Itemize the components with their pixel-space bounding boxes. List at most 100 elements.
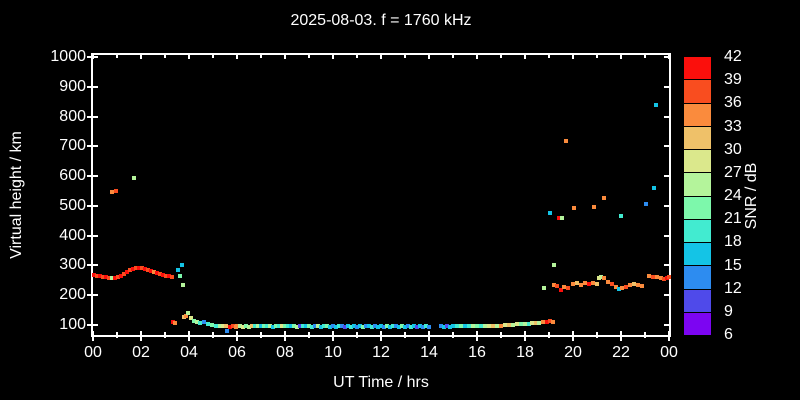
data-point bbox=[467, 324, 472, 329]
x-minor-tick-inner bbox=[644, 332, 646, 335]
data-point bbox=[256, 324, 261, 329]
data-point bbox=[610, 281, 615, 286]
data-point bbox=[280, 324, 285, 329]
y-tick-label: 900 bbox=[59, 77, 86, 95]
y-major-tick-inner bbox=[93, 264, 98, 266]
y-major-tick-inner bbox=[93, 86, 98, 88]
colorbar-tick-label: 33 bbox=[724, 117, 742, 135]
data-point bbox=[167, 274, 172, 279]
data-point bbox=[590, 281, 595, 285]
x-tick-label: 18 bbox=[516, 344, 534, 361]
x-minor-tick bbox=[164, 335, 166, 338]
y-major-tick-right bbox=[664, 205, 669, 207]
data-point bbox=[652, 186, 657, 191]
colorbar-segment bbox=[684, 80, 711, 103]
x-tick-label: 00 bbox=[660, 344, 678, 361]
x-major-tick-inner bbox=[380, 331, 382, 335]
y-major-tick-inner bbox=[93, 175, 98, 177]
data-point bbox=[661, 277, 666, 282]
colorbar-segment bbox=[684, 243, 711, 266]
x-major-tick-inner bbox=[92, 331, 94, 335]
data-point bbox=[268, 324, 273, 329]
y-tick-label: 700 bbox=[59, 137, 86, 155]
data-point bbox=[557, 216, 562, 221]
colorbar-segment bbox=[684, 150, 711, 173]
x-major-tick-top bbox=[476, 55, 478, 59]
data-point bbox=[592, 205, 597, 210]
data-point bbox=[262, 323, 267, 328]
data-point bbox=[325, 324, 329, 329]
data-point bbox=[328, 324, 333, 329]
x-major-tick bbox=[92, 335, 94, 341]
colorbar-segment bbox=[684, 266, 711, 289]
data-point bbox=[271, 325, 275, 330]
x-major-tick bbox=[236, 335, 238, 341]
y-major-tick bbox=[87, 294, 93, 296]
data-point bbox=[310, 325, 315, 330]
colorbar-tick-label: 18 bbox=[724, 233, 742, 251]
x-major-tick bbox=[380, 335, 382, 341]
data-point bbox=[403, 324, 407, 329]
x-major-tick bbox=[572, 335, 574, 341]
data-point bbox=[494, 323, 499, 328]
data-point bbox=[636, 283, 641, 288]
data-point bbox=[583, 281, 587, 285]
data-point bbox=[596, 275, 601, 280]
data-point bbox=[370, 325, 375, 330]
y-major-tick-right bbox=[664, 56, 669, 58]
data-point bbox=[455, 324, 460, 329]
data-point bbox=[482, 324, 487, 329]
data-point bbox=[103, 275, 108, 280]
x-minor-tick bbox=[260, 335, 262, 338]
data-point bbox=[518, 322, 523, 327]
y-major-tick-inner bbox=[93, 145, 98, 147]
data-point bbox=[247, 324, 251, 329]
colorbar-tick-label: 30 bbox=[724, 140, 742, 158]
data-point bbox=[379, 324, 383, 329]
data-point bbox=[91, 272, 96, 277]
data-point bbox=[186, 311, 191, 316]
data-point bbox=[619, 214, 623, 218]
data-point bbox=[184, 313, 189, 318]
data-point bbox=[515, 322, 520, 327]
x-major-tick-top bbox=[620, 55, 622, 59]
x-minor-tick-inner bbox=[116, 332, 118, 335]
y-major-tick-inner bbox=[93, 205, 98, 207]
data-point bbox=[151, 269, 156, 274]
data-point bbox=[445, 324, 449, 329]
y-major-tick-right bbox=[664, 235, 669, 237]
x-minor-tick-inner bbox=[452, 332, 454, 335]
colorbar-segment bbox=[684, 196, 711, 219]
data-point bbox=[601, 195, 606, 200]
data-point bbox=[564, 138, 569, 143]
x-minor-tick-inner bbox=[548, 332, 550, 335]
y-tick-label: 100 bbox=[59, 316, 86, 333]
y-axis-label: Virtual height / km bbox=[8, 131, 25, 259]
data-point bbox=[289, 323, 293, 328]
x-minor-tick-top bbox=[404, 55, 406, 58]
data-point bbox=[565, 286, 570, 291]
data-point bbox=[421, 324, 425, 329]
y-major-tick-inner bbox=[93, 56, 98, 58]
colorbar-tick-label: 15 bbox=[724, 256, 742, 274]
data-point bbox=[181, 314, 186, 319]
x-tick-label: 08 bbox=[276, 344, 294, 361]
colorbar-tick-label: 12 bbox=[724, 279, 742, 297]
x-axis-label: UT Time / hrs bbox=[333, 374, 429, 391]
x-minor-tick-inner bbox=[404, 332, 406, 335]
data-point bbox=[511, 322, 515, 327]
y-major-tick-right bbox=[664, 294, 669, 296]
x-minor-tick bbox=[500, 335, 502, 338]
data-point bbox=[358, 324, 363, 329]
data-point bbox=[343, 324, 347, 329]
data-point bbox=[133, 266, 138, 271]
data-point bbox=[223, 324, 228, 329]
data-point bbox=[295, 325, 299, 330]
data-point bbox=[439, 324, 443, 329]
data-point bbox=[224, 328, 229, 333]
data-point bbox=[337, 324, 341, 329]
data-point bbox=[373, 324, 377, 329]
data-point bbox=[551, 283, 556, 288]
data-point bbox=[107, 275, 112, 280]
